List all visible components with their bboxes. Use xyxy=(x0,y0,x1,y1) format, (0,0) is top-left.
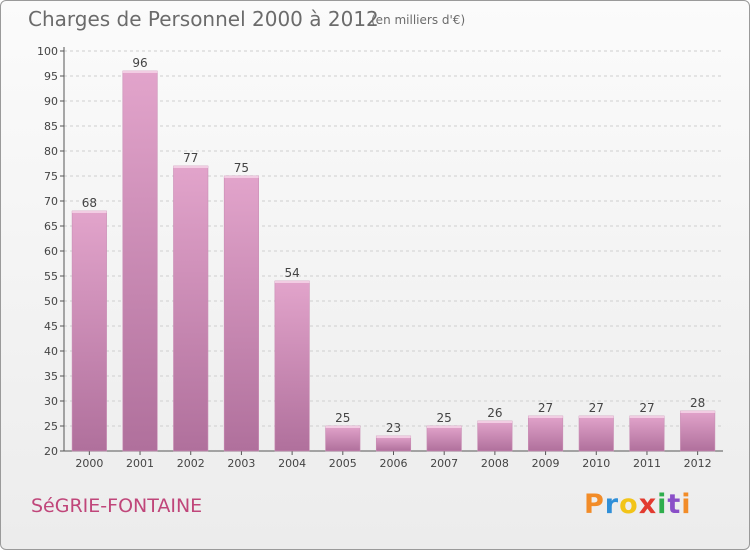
axes: 20 25 30 35 40 45 50 55 60 65 70 75 80 85 90 95 100 2000 2… xyxy=(37,45,723,470)
x-tick-label-2002: 2002 xyxy=(177,457,205,470)
data-label-2007: 25 xyxy=(437,411,452,425)
y-tick-label: 100 xyxy=(37,45,58,58)
bar-highlight-2007 xyxy=(426,426,462,428)
y-tick-label: 70 xyxy=(44,195,58,208)
logo-letter: x xyxy=(638,489,658,520)
bar-2009 xyxy=(528,415,564,452)
data-label-2011: 27 xyxy=(639,401,654,415)
logo-letter: i xyxy=(681,489,692,520)
y-tick-label: 90 xyxy=(44,95,58,108)
y-tick-label: 40 xyxy=(44,345,58,358)
bar-highlight-2001 xyxy=(122,71,158,73)
proxiti-logo[interactable]: Proxiti xyxy=(584,489,692,520)
bar-highlight-2003 xyxy=(224,176,259,178)
y-tick-label: 50 xyxy=(44,295,58,308)
bars xyxy=(71,70,716,452)
x-tick-label-2010: 2010 xyxy=(582,457,610,470)
chart-title: Charges de Personnel 2000 à 2012 xyxy=(28,7,379,31)
x-tick-label-2006: 2006 xyxy=(380,457,408,470)
x-tick-label-2003: 2003 xyxy=(227,457,255,470)
logo-letter: t xyxy=(667,489,682,520)
bar-highlight-2008 xyxy=(477,421,513,423)
y-tick-label: 30 xyxy=(44,395,58,408)
y-tick-label: 60 xyxy=(44,245,58,258)
data-label-2008: 26 xyxy=(487,406,502,420)
y-tick-label: 75 xyxy=(44,170,58,183)
y-tick-label: 95 xyxy=(44,70,58,83)
y-tick-label: 55 xyxy=(44,270,58,283)
bar-highlight-2006 xyxy=(376,436,411,438)
bar-2006 xyxy=(375,435,412,452)
bar-highlight-2005 xyxy=(325,426,361,428)
y-tick-label: 25 xyxy=(44,420,58,433)
bar-2004 xyxy=(274,280,310,452)
data-label-2003: 75 xyxy=(234,161,249,175)
bar-2000 xyxy=(71,210,107,452)
y-tick-label: 35 xyxy=(44,370,58,383)
x-tick-label-2012: 2012 xyxy=(684,457,712,470)
bar-2011 xyxy=(629,415,665,452)
bar-2005 xyxy=(325,425,361,452)
bar-2001 xyxy=(122,70,158,452)
y-tick-label: 80 xyxy=(44,145,58,158)
bar-2002 xyxy=(173,165,209,452)
bar-highlight-2002 xyxy=(173,166,208,168)
x-tick-label-2011: 2011 xyxy=(633,457,661,470)
data-label-2000: 68 xyxy=(82,196,97,210)
bar-highlight-2000 xyxy=(72,211,107,213)
x-tick-label-2004: 2004 xyxy=(278,457,306,470)
bar-2012 xyxy=(680,410,716,452)
y-tick-label: 65 xyxy=(44,220,58,233)
x-tick-label-2001: 2001 xyxy=(126,457,154,470)
bar-highlight-2012 xyxy=(680,411,715,413)
data-label-2005: 25 xyxy=(335,411,350,425)
x-tick-label-2007: 2007 xyxy=(430,457,458,470)
x-tick-label-2005: 2005 xyxy=(329,457,357,470)
bar-2007 xyxy=(426,425,462,452)
data-label-2009: 27 xyxy=(538,401,553,415)
grid-lines xyxy=(64,50,723,452)
labels: 68 96 77 75 54 25 23 25 26 27 27 27 28 xyxy=(82,56,706,435)
logo-letter: P xyxy=(584,489,605,520)
x-tick-label-2009: 2009 xyxy=(532,457,560,470)
x-tick-label-2000: 2000 xyxy=(75,457,103,470)
data-label-2001: 96 xyxy=(132,56,147,70)
logo-letter: o xyxy=(619,489,639,520)
bar-2003 xyxy=(223,175,259,452)
chart-subtitle: (en milliers d'€) xyxy=(371,13,466,27)
logo-letter: i xyxy=(657,489,668,520)
x-tick-label-2008: 2008 xyxy=(481,457,509,470)
bar-highlight-2010 xyxy=(579,416,614,418)
data-label-2006: 23 xyxy=(386,421,401,435)
bar-highlight-2004 xyxy=(274,281,310,283)
bar-2010 xyxy=(578,415,614,452)
bar-highlight-2011 xyxy=(629,416,665,418)
commune-name: SéGRIE-FONTAINE xyxy=(31,495,203,517)
data-label-2012: 28 xyxy=(690,396,705,410)
data-label-2004: 54 xyxy=(284,266,299,280)
y-tick-label: 85 xyxy=(44,120,58,133)
data-label-2010: 27 xyxy=(589,401,604,415)
y-tick-label: 45 xyxy=(44,320,58,333)
y-tick-label: 20 xyxy=(44,445,58,458)
bar-highlight-2009 xyxy=(528,416,563,418)
logo-letter: r xyxy=(604,489,620,520)
data-label-2002: 77 xyxy=(183,151,198,165)
bar-2008 xyxy=(477,420,513,452)
